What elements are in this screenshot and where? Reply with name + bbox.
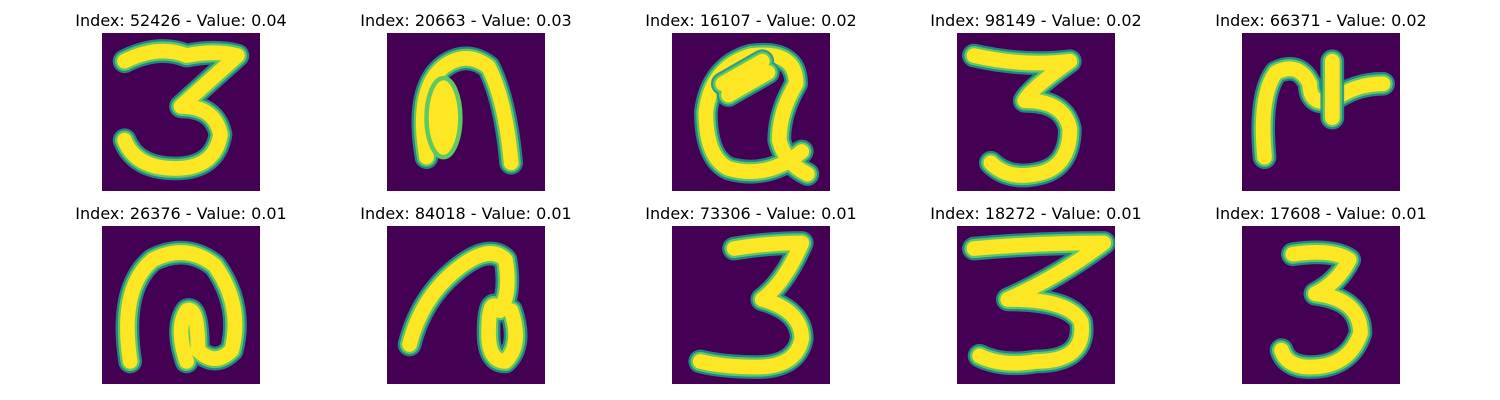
panel-10: Index: 17608 - Value: 0.01 — [1201, 203, 1441, 393]
handwritten-stroke — [966, 48, 1078, 183]
digit-image — [957, 226, 1115, 384]
panel-6: Index: 26376 - Value: 0.01 — [61, 203, 301, 393]
handwritten-stroke — [117, 43, 245, 176]
panel-3: Index: 16107 - Value: 0.02 — [631, 10, 871, 200]
panel-4: Index: 98149 - Value: 0.02 — [916, 10, 1156, 200]
panel-title: Index: 17608 - Value: 0.01 — [1215, 204, 1427, 223]
panel-title: Index: 18272 - Value: 0.01 — [930, 204, 1142, 223]
panel-title: Index: 66371 - Value: 0.02 — [1215, 11, 1427, 30]
panel-2: Index: 20663 - Value: 0.03 — [346, 10, 586, 200]
digit-image — [102, 226, 260, 384]
digit-image — [957, 33, 1115, 191]
panel-title: Index: 26376 - Value: 0.01 — [75, 204, 287, 223]
panel-8: Index: 73306 - Value: 0.01 — [631, 203, 871, 393]
handwritten-stroke — [692, 235, 810, 375]
digit-image — [672, 33, 830, 191]
handwritten-stroke — [120, 245, 243, 369]
panel-title: Index: 52426 - Value: 0.04 — [75, 11, 287, 30]
handwritten-stroke — [402, 246, 523, 369]
digit-image — [102, 33, 260, 191]
panel-title: Index: 16107 - Value: 0.02 — [645, 11, 857, 30]
panel-title: Index: 73306 - Value: 0.01 — [645, 204, 857, 223]
digit-image — [387, 33, 545, 191]
handwritten-stroke — [415, 51, 519, 171]
handwritten-stroke — [1274, 245, 1368, 375]
panel-9: Index: 18272 - Value: 0.01 — [916, 203, 1156, 393]
panel-5: Index: 66371 - Value: 0.02 — [1201, 10, 1441, 200]
panel-title: Index: 84018 - Value: 0.01 — [360, 204, 572, 223]
digit-image — [672, 226, 830, 384]
handwritten-blob — [424, 75, 463, 160]
panel-title: Index: 98149 - Value: 0.02 — [930, 11, 1142, 30]
handwritten-stroke — [715, 53, 776, 103]
panel-1: Index: 52426 - Value: 0.04 — [61, 10, 301, 200]
handwritten-stroke — [966, 235, 1112, 371]
panel-title: Index: 20663 - Value: 0.03 — [360, 11, 572, 30]
panel-7: Index: 84018 - Value: 0.01 — [346, 203, 586, 393]
digit-image — [1242, 33, 1400, 191]
digit-image — [387, 226, 545, 384]
digit-image — [1242, 226, 1400, 384]
